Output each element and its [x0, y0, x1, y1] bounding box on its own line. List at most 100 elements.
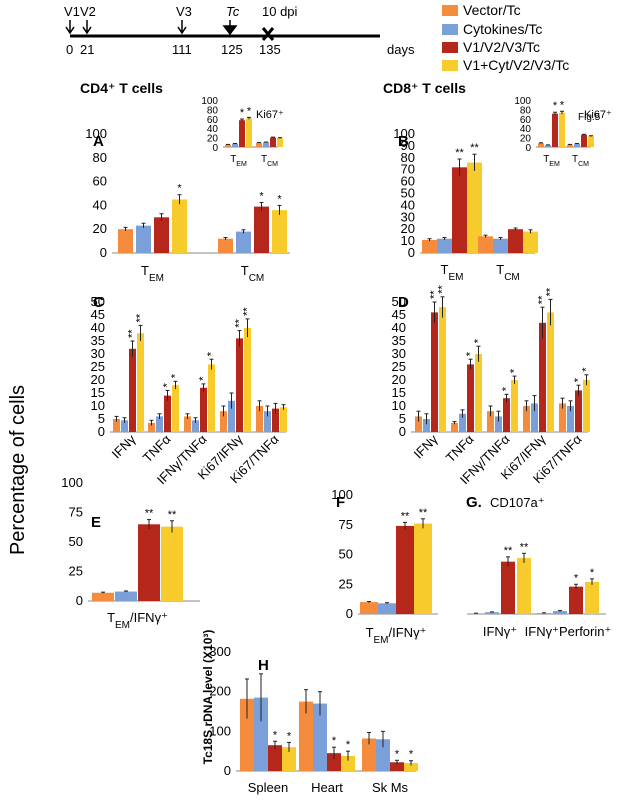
x-tick-label: TCM [572, 154, 589, 168]
bar [396, 525, 414, 614]
y-tick-label: 35 [91, 333, 105, 348]
bar [517, 558, 531, 614]
bar [475, 354, 482, 432]
bar [451, 422, 458, 432]
bar [585, 581, 599, 614]
bar [268, 745, 282, 771]
x-tick-label: TEM/IFNγ⁺ [107, 610, 168, 631]
y-tick-label: 20 [93, 221, 107, 236]
significance-star: * [590, 567, 595, 579]
significance-star: ** [537, 295, 549, 304]
timeline-label-v2: V2 [80, 4, 96, 19]
y-tick-label: 40 [207, 124, 219, 135]
significance-star: ** [429, 290, 441, 299]
y-tick-label: 60 [520, 115, 532, 126]
significance-star: * [346, 739, 351, 751]
y-tick-label: 20 [520, 134, 532, 145]
panel-h-letter: H [258, 657, 269, 674]
timeline-day-0: 0 [66, 42, 73, 57]
y-tick-label: 75 [69, 505, 83, 520]
bar [567, 144, 573, 147]
bar [240, 698, 254, 771]
timeline-label-v3: V3 [176, 4, 192, 19]
panel-e-letter: E [91, 514, 101, 531]
y-tick-label: 200 [209, 684, 231, 699]
significance-star: * [473, 338, 485, 343]
bar [239, 120, 245, 147]
panel-g-subtitle: CD107a⁺ [490, 495, 545, 510]
bar [246, 118, 252, 147]
bar [487, 411, 494, 432]
y-tick-label: 50 [91, 294, 105, 309]
y-tick-label: 20 [91, 372, 105, 387]
bar [327, 753, 341, 771]
bar [478, 236, 493, 253]
legend-label-v1cyt: V1+Cyt/V2/V3/Tc [463, 57, 569, 73]
y-tick-label: 60 [401, 174, 415, 189]
bar [423, 419, 430, 432]
x-tick-label: TCM [261, 154, 278, 168]
bar [228, 400, 235, 432]
bar [567, 406, 574, 432]
timeline-unit: days [387, 42, 415, 57]
timeline-arrow-tc [222, 20, 238, 36]
bar [136, 225, 151, 253]
significance-star: ** [504, 545, 513, 557]
bar [156, 416, 163, 432]
y-tick-label: 50 [401, 186, 415, 201]
bar [92, 592, 114, 601]
panel-b-letter: B [398, 133, 409, 150]
legend-label-cytokines: Cytokines/Tc [463, 21, 542, 37]
y-tick-label: 5 [98, 411, 105, 426]
fig-label: Fig.5 [578, 112, 601, 123]
bar [583, 380, 590, 432]
y-tick-label: 45 [392, 307, 406, 322]
bar [537, 613, 551, 614]
x-tick-label: TCM [496, 262, 520, 283]
y-tick-label: 0 [525, 143, 531, 154]
bar [138, 524, 160, 601]
y-tick-label: 20 [207, 134, 219, 145]
bar [538, 143, 544, 147]
y-tick-label: 30 [91, 346, 105, 361]
significance-star: * [162, 382, 174, 387]
bar [129, 348, 136, 432]
bar [523, 231, 538, 253]
bar [148, 422, 155, 432]
timeline-arrow-v2 [82, 20, 92, 35]
panel-b-inset-title: Ki67⁺ [584, 109, 612, 121]
y-tick-label: 5 [399, 411, 406, 426]
significance-star: * [560, 99, 565, 111]
x-tick-label: TEM [141, 263, 164, 284]
bar [559, 112, 565, 147]
shared-ylabel: Percentage of cells [7, 385, 29, 555]
significance-star: ** [455, 147, 464, 159]
bar [254, 697, 268, 771]
significance-star: * [259, 190, 264, 202]
bar [431, 312, 438, 432]
y-tick-label: 30 [401, 209, 415, 224]
bar [264, 411, 271, 432]
bar [545, 145, 551, 147]
bar [552, 113, 558, 147]
bar [236, 231, 251, 253]
significance-star: ** [419, 507, 428, 519]
bar [547, 312, 554, 432]
timeline-label-v1: V1 [64, 4, 80, 19]
bar [244, 328, 251, 432]
significance-star: * [277, 193, 282, 205]
y-tick-label: 50 [69, 534, 83, 549]
bar [414, 523, 432, 614]
y-tick-label: 100 [61, 475, 83, 490]
x-tick-label: TNFα [443, 431, 477, 465]
significance-star: ** [401, 510, 410, 522]
timeline-label-dpi: 10 dpi [262, 4, 298, 19]
bar [299, 701, 313, 771]
bar [508, 229, 523, 253]
bar [493, 238, 508, 253]
y-tick-label: 15 [91, 385, 105, 400]
